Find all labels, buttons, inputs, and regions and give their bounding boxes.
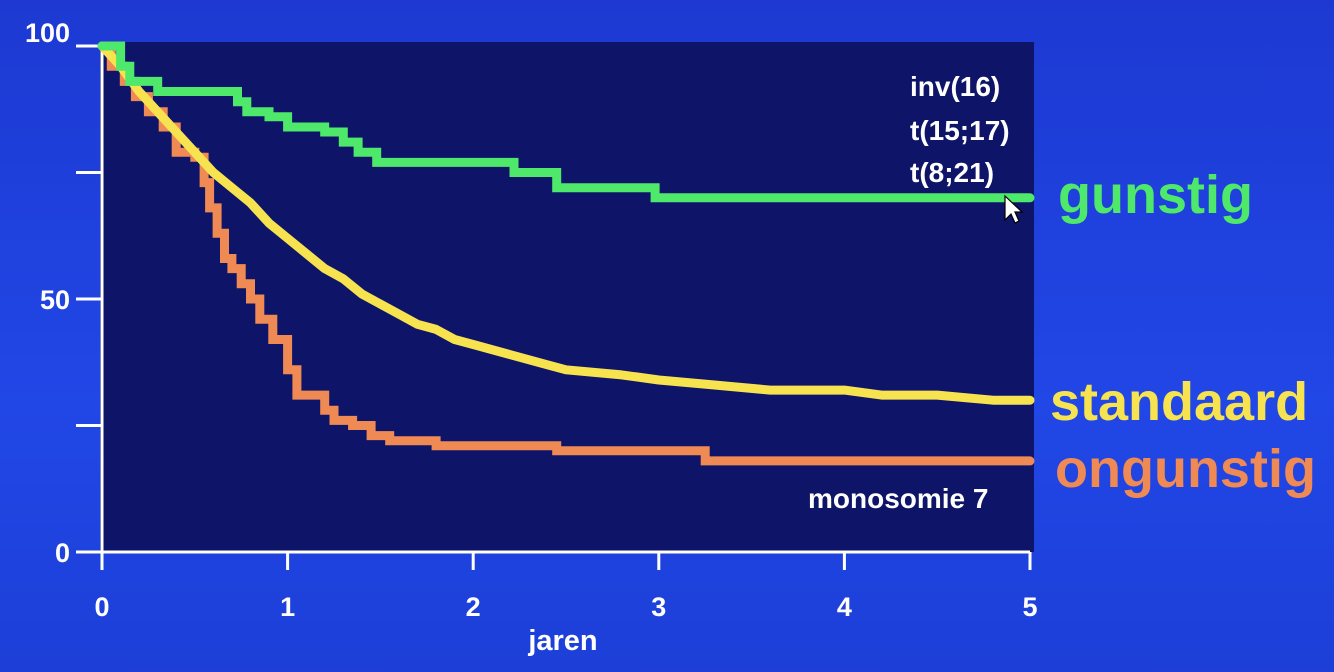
annotation-t8-21: t(8;21) xyxy=(910,157,994,188)
x-tick-label: 0 xyxy=(94,592,109,622)
annotation-t15-17: t(15;17) xyxy=(910,115,1010,146)
y-tick-label: 0 xyxy=(55,538,70,568)
mouse-cursor-icon xyxy=(1004,194,1024,224)
annotation-inv16: inv(16) xyxy=(910,71,1000,102)
label-gunstig: gunstig xyxy=(1058,165,1253,225)
x-tick-label: 4 xyxy=(837,592,852,622)
x-tick-label: 5 xyxy=(1022,592,1037,622)
y-tick-label: 50 xyxy=(40,285,70,315)
x-tick-label: 1 xyxy=(280,592,295,622)
series-lines xyxy=(97,41,1035,466)
label-standaard: standaard xyxy=(1050,372,1308,432)
series-line-gunstig xyxy=(97,41,1035,203)
y-tick-label: 100 xyxy=(25,18,70,48)
series-line-standaard xyxy=(97,41,1035,405)
label-ongunstig: ongunstig xyxy=(1055,439,1316,499)
x-tick-label: 2 xyxy=(466,592,481,622)
x-axis-title: jaren xyxy=(527,625,597,657)
x-tick-label: 3 xyxy=(651,592,666,622)
annotation-monosomie7: monosomie 7 xyxy=(808,483,988,514)
plot-area xyxy=(100,42,1034,552)
